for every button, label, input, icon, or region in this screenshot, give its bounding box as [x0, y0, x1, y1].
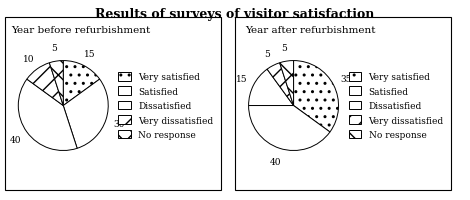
Wedge shape — [63, 80, 108, 149]
Wedge shape — [294, 61, 338, 132]
Wedge shape — [27, 63, 63, 106]
Text: 40: 40 — [10, 136, 22, 145]
Wedge shape — [249, 106, 330, 151]
Text: 5: 5 — [264, 50, 270, 59]
Wedge shape — [280, 61, 294, 106]
Legend: Very satisfied, Satisfied, Dissatisfied, Very dissatisfied, No response: Very satisfied, Satisfied, Dissatisfied,… — [347, 71, 446, 141]
Text: 5: 5 — [282, 44, 287, 53]
Text: 35: 35 — [340, 75, 352, 84]
Text: 5: 5 — [51, 44, 57, 53]
Wedge shape — [63, 61, 100, 106]
Text: 15: 15 — [235, 75, 247, 84]
Wedge shape — [267, 63, 294, 106]
Wedge shape — [249, 70, 294, 106]
Wedge shape — [49, 61, 63, 106]
Wedge shape — [18, 80, 77, 151]
Text: Results of surveys of visitor satisfaction: Results of surveys of visitor satisfacti… — [95, 8, 375, 21]
Text: 15: 15 — [84, 50, 95, 59]
Text: 30: 30 — [113, 119, 125, 128]
Text: 10: 10 — [23, 54, 35, 63]
Text: 40: 40 — [270, 157, 281, 166]
Text: Year after refurbishment: Year after refurbishment — [245, 26, 376, 35]
Text: Year before refurbishment: Year before refurbishment — [11, 26, 150, 35]
Legend: Very satisfied, Satisfied, Dissatisfied, Very dissatisfied, No response: Very satisfied, Satisfied, Dissatisfied,… — [117, 71, 215, 141]
